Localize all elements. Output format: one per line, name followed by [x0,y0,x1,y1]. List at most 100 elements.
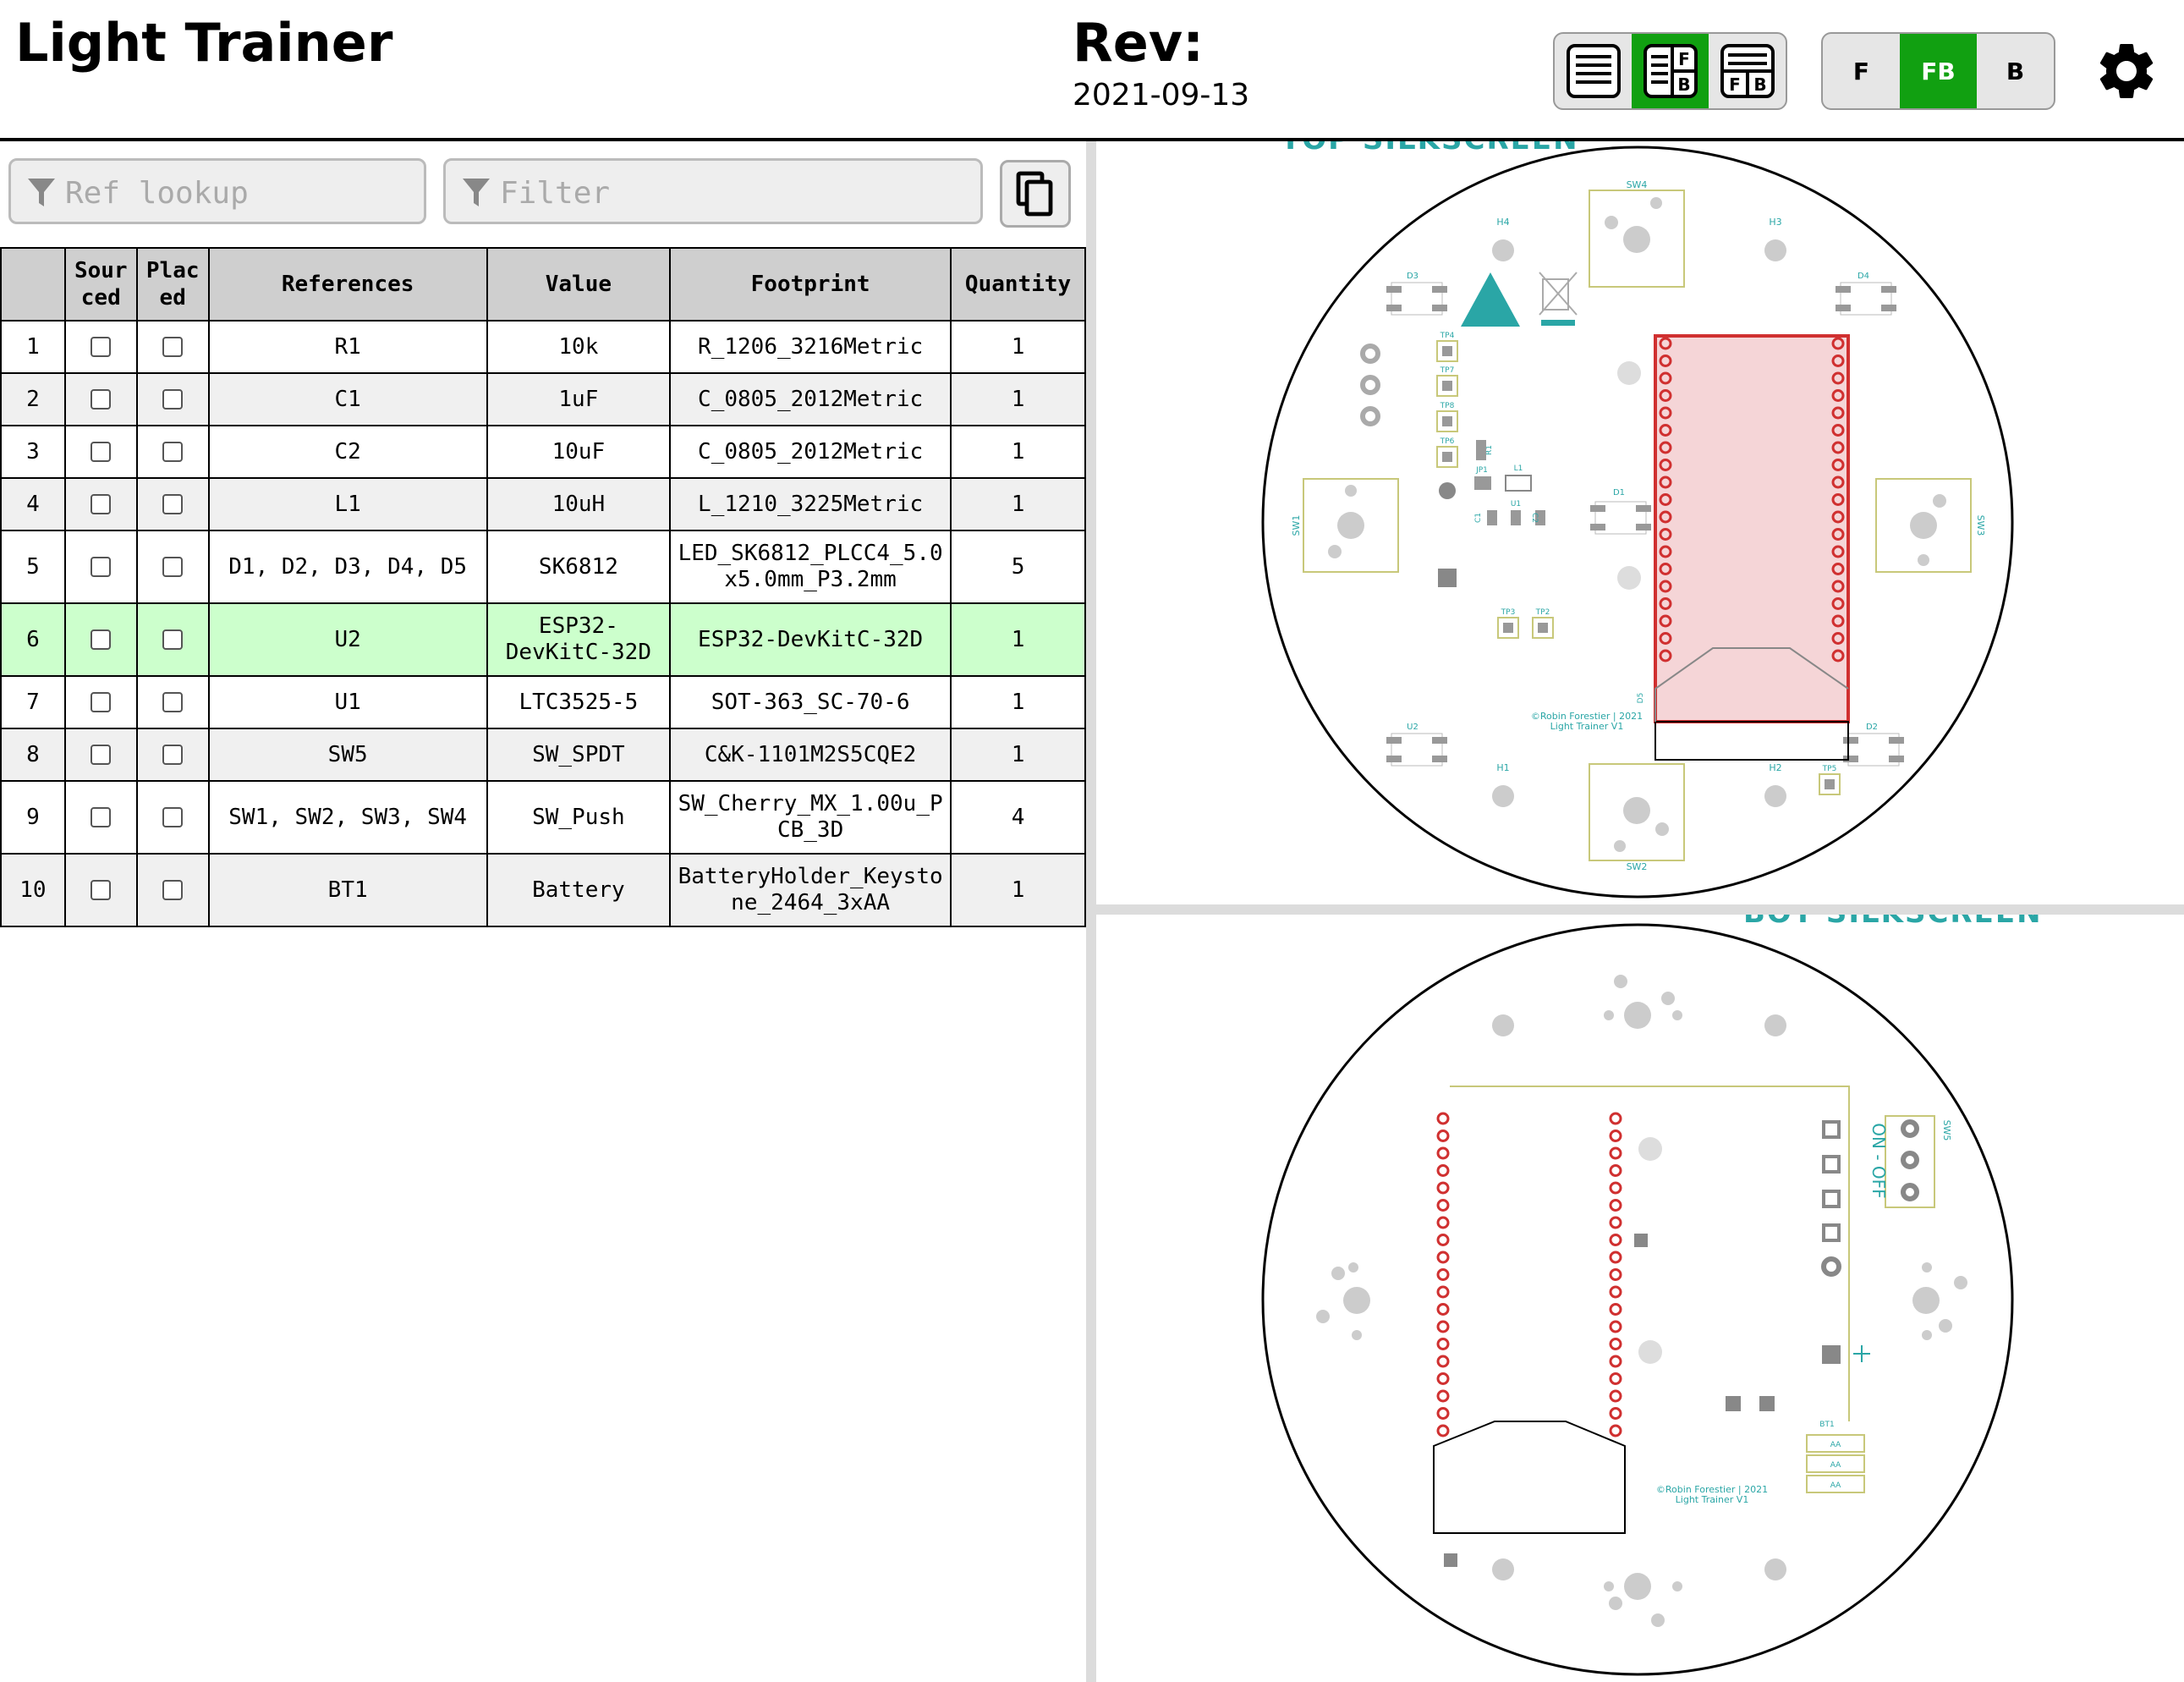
table-row[interactable]: 6 U2 ESP32- DevKitC-32D ESP32-DevKitC-32D 1 [0,602,1086,677]
aa-cell [1806,1454,1865,1473]
silk-label: AA [1830,1481,1841,1490]
battery-outline [1450,1086,1850,1421]
esp32-pin [1831,371,1845,385]
esp32-pin [1609,1268,1622,1281]
weee-bin-icon [1542,278,1569,311]
cell-index: 9 [0,780,66,855]
silk-label: Light Trainer V1 [1550,721,1624,732]
switch-pad [1331,1267,1345,1280]
placed-checkbox[interactable] [162,389,184,410]
aa-cell [1806,1434,1865,1453]
sourced-checkbox[interactable] [91,745,112,765]
cell-footprint: C_0805_2012Metric [669,372,952,426]
column-header-value[interactable]: Value [486,247,672,322]
front-layer-button[interactable]: F [1852,57,1870,85]
table-row[interactable]: 7 U1 LTC3525-5 SOT-363_SC-70-6 1 [0,675,1086,729]
cell-placed [135,780,210,855]
column-header-references[interactable]: References [207,247,488,322]
column-header-sourced[interactable]: Sour ced [63,247,138,322]
esp32-pin [1609,1181,1622,1195]
placed-checkbox[interactable] [162,807,184,827]
cell-sourced [63,477,138,531]
horizontal-split-handle[interactable] [1096,904,2184,915]
vertical-split-handle[interactable] [1086,141,1096,1682]
column-header-placed[interactable]: Plac ed [135,247,210,322]
esp32-pin [1659,614,1672,628]
sourced-checkbox[interactable] [91,692,112,712]
cell-quantity: 1 [950,675,1086,729]
header-pad [1822,1155,1841,1174]
column-header-footprint[interactable]: Footprint [669,247,952,322]
placed-checkbox[interactable] [162,692,184,712]
back-layer-button[interactable]: B [2006,57,2025,85]
sw5-outline [1885,1115,1935,1208]
sourced-checkbox[interactable] [91,337,112,357]
back-board-canvas[interactable]: BOT SILKSCREEN SW5 ON - OFF BT1 AA AA AA ©Robi… [1096,915,2184,1682]
table-row[interactable]: 1 R1 10k R_1206_3216Metric 1 [0,320,1086,374]
table-row[interactable]: 3 C2 10uF C_0805_2012Metric 1 [0,425,1086,479]
led-pad [1636,524,1651,530]
settings-gear-icon[interactable] [2093,37,2160,105]
sourced-checkbox[interactable] [91,494,112,514]
sourced-checkbox[interactable] [91,629,112,650]
svg-text:B: B [1677,74,1690,95]
copy-bom-button[interactable] [1000,160,1071,228]
esp32-outline [1433,1421,1626,1534]
table-row[interactable]: 4 L1 10uH L_1210_3225Metric 1 [0,477,1086,531]
esp32-pin [1831,355,1845,367]
esp32-pin [1831,597,1845,610]
front-back-layer-button[interactable]: FB [1900,34,1977,108]
cell-value: 10uH [486,477,672,531]
placed-checkbox[interactable] [162,880,184,900]
cell-placed [135,372,210,426]
sourced-checkbox[interactable] [91,807,112,827]
placed-checkbox[interactable] [162,337,184,357]
esp32-pin [1436,1268,1450,1281]
sourced-checkbox[interactable] [91,880,112,900]
silk-label: TP2 [1535,608,1550,617]
led-outline [1594,501,1647,535]
sourced-checkbox[interactable] [91,389,112,410]
bom-only-button[interactable] [1555,34,1632,108]
placed-checkbox[interactable] [162,629,184,650]
mounting-hole [1492,1014,1514,1036]
placed-checkbox[interactable] [162,557,184,577]
led-pad [1386,286,1402,293]
header-pad [1822,1223,1841,1242]
esp32-pin [1659,475,1672,489]
switch-pad [1614,840,1626,852]
c2-pad [1535,510,1545,525]
cell-footprint: ESP32-DevKitC-32D [669,602,952,677]
bom-top-drawings-bottom-button[interactable]: F B [1709,34,1786,108]
silk-label: AA [1830,1461,1841,1470]
mounting-hole [1492,785,1514,807]
ref-lookup-input[interactable] [63,168,412,218]
filter-input[interactable] [498,168,969,218]
header-pin [1360,406,1380,426]
silk-label: SW2 [1627,861,1648,872]
led-outline [1840,282,1892,316]
table-row[interactable]: 2 C1 1uF C_0805_2012Metric 1 [0,372,1086,426]
table-row[interactable]: 10 BT1 Battery BatteryHolder_Keysto ne_2464… [0,853,1086,927]
table-row[interactable]: 8 SW5 SW_SPDT C&K-1101M2S5CQE2 1 [0,728,1086,782]
bom-list-icon [1566,44,1621,98]
placed-checkbox[interactable] [162,442,184,462]
table-row[interactable]: 9 SW1, SW2, SW3, SW4 SW_Push SW_Cherry_MX_1… [0,780,1086,855]
cell-quantity: 1 [950,853,1086,927]
sourced-checkbox[interactable] [91,557,112,577]
esp32-pin [1659,371,1672,385]
placed-checkbox[interactable] [162,745,184,765]
led-pad [1889,737,1904,744]
table-row[interactable]: 5 D1, D2, D3, D4, D5 SK6812 LED_SK6812_PLCC… [0,530,1086,604]
esp32-pin [1659,580,1672,593]
silk-label: SW3 [1975,515,1986,536]
cell-sourced [63,780,138,855]
cell-references: L1 [207,477,488,531]
bom-left-drawings-right-button[interactable]: F B [1632,34,1709,108]
front-board-canvas[interactable]: TOP SILKSCREEN SW4 SW2 SW1 SW3 H4 H3 H1 H2 D3 D4 U… [1096,141,2184,904]
column-header-quantity[interactable]: Quantity [950,247,1086,322]
switch-pad [1661,992,1675,1005]
sourced-checkbox[interactable] [91,442,112,462]
placed-checkbox[interactable] [162,494,184,514]
cell-references: C2 [207,425,488,479]
